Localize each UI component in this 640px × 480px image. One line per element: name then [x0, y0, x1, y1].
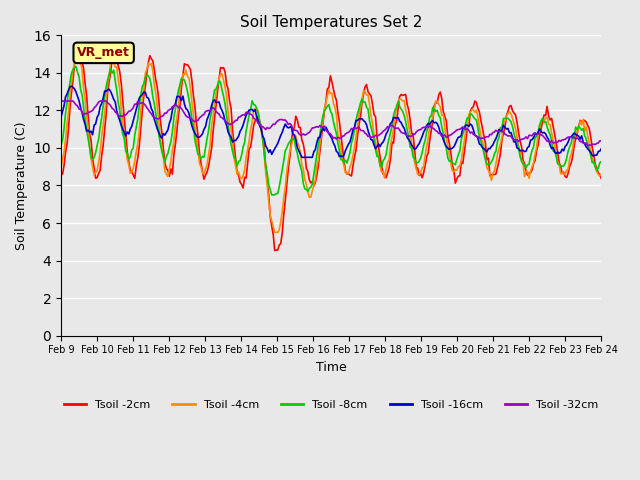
- Tsoil -8cm: [238, 152, 246, 158]
- Tsoil -8cm: [597, 158, 605, 164]
- Tsoil -2cm: [76, 44, 83, 49]
- X-axis label: Time: Time: [316, 361, 346, 374]
- Tsoil -32cm: [584, 143, 591, 149]
- Tsoil -4cm: [570, 135, 578, 141]
- Tsoil -4cm: [597, 171, 605, 177]
- Tsoil -16cm: [298, 155, 306, 160]
- Tsoil -4cm: [238, 176, 246, 181]
- Text: VR_met: VR_met: [77, 47, 130, 60]
- Tsoil -8cm: [570, 135, 578, 141]
- Tsoil -8cm: [268, 192, 276, 198]
- Tsoil -8cm: [125, 156, 132, 162]
- Tsoil -4cm: [125, 162, 132, 168]
- Line: Tsoil -16cm: Tsoil -16cm: [61, 86, 601, 157]
- Tsoil -4cm: [296, 148, 304, 154]
- Tsoil -2cm: [271, 248, 278, 253]
- Tsoil -16cm: [220, 111, 227, 117]
- Tsoil -2cm: [220, 65, 227, 71]
- Tsoil -8cm: [247, 106, 255, 112]
- Tsoil -8cm: [220, 94, 227, 99]
- Tsoil -16cm: [125, 131, 132, 137]
- Tsoil -32cm: [245, 111, 253, 117]
- Tsoil -2cm: [125, 159, 132, 165]
- Line: Tsoil -2cm: Tsoil -2cm: [61, 47, 601, 251]
- Tsoil -8cm: [296, 164, 304, 169]
- Tsoil -2cm: [238, 181, 246, 187]
- Tsoil -2cm: [597, 176, 605, 181]
- Tsoil -4cm: [220, 77, 227, 83]
- Tsoil -2cm: [570, 143, 578, 149]
- Legend: Tsoil -2cm, Tsoil -4cm, Tsoil -8cm, Tsoil -16cm, Tsoil -32cm: Tsoil -2cm, Tsoil -4cm, Tsoil -8cm, Tsoi…: [60, 395, 603, 414]
- Tsoil -32cm: [57, 98, 65, 104]
- Tsoil -32cm: [124, 110, 131, 116]
- Title: Soil Temperatures Set 2: Soil Temperatures Set 2: [240, 15, 422, 30]
- Tsoil -16cm: [247, 107, 255, 112]
- Tsoil -2cm: [247, 144, 255, 150]
- Tsoil -16cm: [238, 126, 246, 132]
- Tsoil -32cm: [294, 128, 301, 134]
- Tsoil -16cm: [295, 148, 303, 154]
- Tsoil -32cm: [218, 115, 226, 120]
- Tsoil -16cm: [597, 146, 605, 152]
- Tsoil -2cm: [57, 172, 65, 178]
- Tsoil -4cm: [74, 51, 81, 57]
- Tsoil -16cm: [57, 114, 65, 120]
- Line: Tsoil -32cm: Tsoil -32cm: [61, 101, 601, 146]
- Tsoil -32cm: [236, 114, 244, 120]
- Tsoil -16cm: [68, 84, 76, 89]
- Tsoil -8cm: [72, 64, 80, 70]
- Y-axis label: Soil Temperature (C): Soil Temperature (C): [15, 121, 28, 250]
- Tsoil -32cm: [567, 134, 575, 140]
- Tsoil -4cm: [247, 127, 255, 132]
- Tsoil -4cm: [271, 229, 278, 235]
- Tsoil -4cm: [57, 165, 65, 170]
- Line: Tsoil -4cm: Tsoil -4cm: [61, 54, 601, 232]
- Tsoil -8cm: [57, 142, 65, 148]
- Line: Tsoil -8cm: Tsoil -8cm: [61, 67, 601, 195]
- Tsoil -32cm: [597, 138, 605, 144]
- Tsoil -2cm: [296, 125, 304, 131]
- Tsoil -16cm: [570, 130, 578, 136]
